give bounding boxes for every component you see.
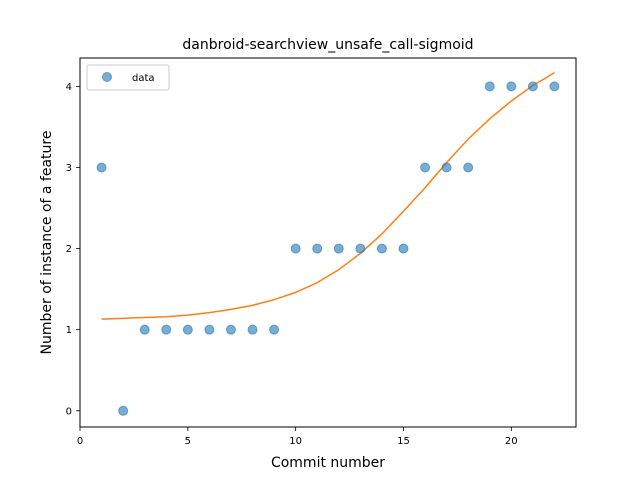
data-point [96,162,107,173]
data-point [247,324,258,335]
chart-title: danbroid-searchview_unsafe_call-sigmoid [182,37,473,53]
legend: data [86,64,170,91]
y-tick-label: 0 [66,406,72,417]
data-point [441,162,452,173]
data-point [139,324,150,335]
plot-area [96,71,560,416]
x-tick-label: 0 [77,436,83,447]
data-point [312,243,323,254]
data-point [204,324,215,335]
data-point [484,81,495,92]
data-point [118,405,129,416]
data-point [225,324,236,335]
x-tick-label: 20 [505,436,518,447]
y-axis-label: Number of instance of a feature [39,131,55,355]
y-tick-label: 4 [66,82,72,93]
x-axis-label: Commit number [271,455,385,471]
data-point [420,162,431,173]
data-point [463,162,474,173]
y-tick-label: 1 [66,325,72,336]
data-point [182,324,193,335]
x-axis: 0 5 10 15 20 [77,427,518,447]
data-point [269,324,280,335]
legend-label-data: data [132,73,155,84]
x-tick-label: 10 [289,436,302,447]
data-point [355,243,366,254]
data-point [161,324,172,335]
data-point [549,81,560,92]
data-point [506,81,517,92]
y-axis: 0 1 2 3 4 [66,82,80,417]
fit-line [101,71,555,320]
data-point [398,243,409,254]
y-tick-label: 2 [66,244,72,255]
data-point [527,81,538,92]
legend-marker-data [102,72,112,82]
data-point [376,243,387,254]
y-tick-label: 3 [66,163,72,174]
axes-frame [79,57,577,428]
data-point [333,243,344,254]
legend-box [86,64,170,91]
x-tick-label: 5 [185,436,191,447]
x-tick-label: 15 [397,436,410,447]
data-point [290,243,301,254]
